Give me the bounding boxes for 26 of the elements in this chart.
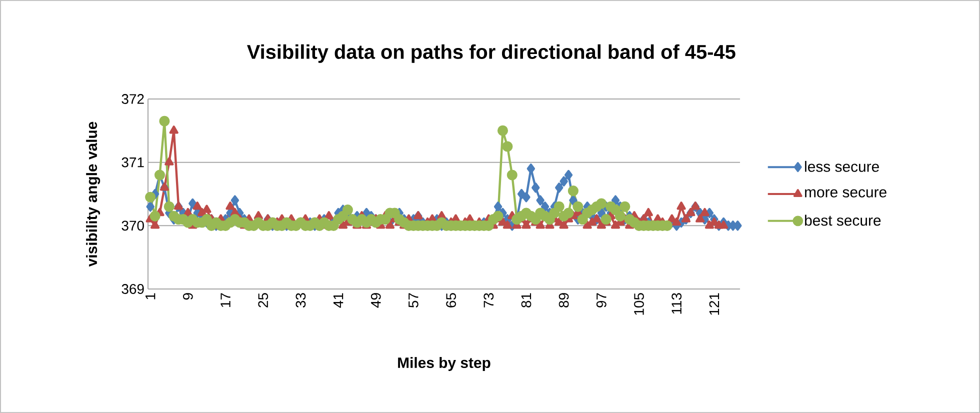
legend-label: less secure [805,160,879,172]
x-tick-label: 121 [709,293,720,315]
x-tick-label: 81 [521,293,532,308]
x-tick-label: 25 [258,293,268,308]
x-tick-label: 41 [334,293,344,308]
x-tick-label: 49 [370,293,381,308]
legend-label: more secure [805,189,886,198]
y-tick-label: 369 [122,284,144,294]
legend-label: best secure [805,214,881,226]
x-tick-label: 97 [596,293,606,308]
y-axis-title: visibility angle value [86,122,100,267]
chart-title: Visibility data on paths for directional band of 45-45 [247,44,736,63]
x-tick-label: 1 [146,293,156,300]
x-tick-label: 113 [672,293,682,314]
x-tick-label: 105 [634,293,644,315]
x-tick-label: 65 [446,293,456,308]
x-tick-label: 33 [296,293,306,308]
x-axis-title: Miles by step [398,357,490,371]
x-tick-label: 73 [484,293,494,308]
y-tick-label: 370 [122,220,144,231]
x-tick-label: 17 [220,293,230,307]
x-tick-label: 57 [408,293,418,308]
y-tick-label: 371 [122,157,144,168]
y-tick-label: 372 [122,94,144,104]
x-tick-label: 89 [558,293,569,308]
x-tick-label: 9 [182,293,193,300]
